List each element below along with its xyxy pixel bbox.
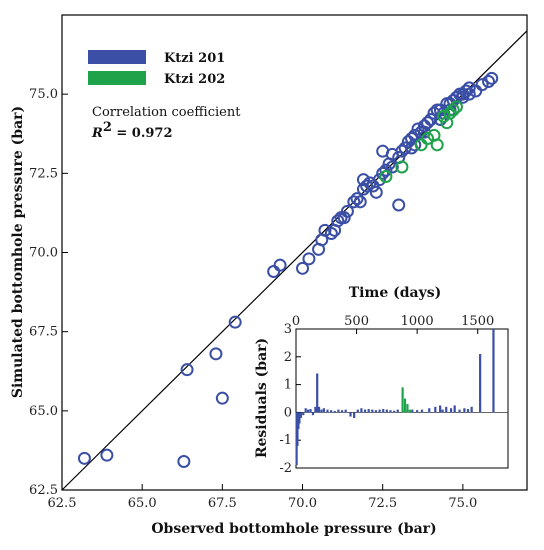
data-point-ktzi-201	[424, 113, 438, 126]
data-point-ktzi-201	[356, 173, 370, 187]
data-point-ktzi-201	[408, 138, 422, 152]
data-point-ktzi-201	[180, 363, 194, 377]
data-point-ktzi-201	[77, 451, 91, 465]
inset-x-tick-label: 1500	[461, 314, 494, 329]
data-point-ktzi-201	[100, 448, 114, 462]
inset-x-tick-label: 0	[292, 314, 300, 329]
x-tick-label: 67.5	[208, 496, 237, 511]
inset-y-tick-label: 3	[284, 322, 292, 337]
data-point-ktzi-201	[215, 391, 229, 405]
y-tick-label: 75.0	[29, 87, 58, 102]
data-point-ktzi-201	[331, 214, 345, 228]
inset-x-tick-label: 500	[344, 314, 369, 329]
main-scatter-plot: 62.5 65.0 67.5 70.0 72.5 75.0 62.5 65.0 67.5 70.0…	[29, 14, 528, 511]
inset-y-tick-label: 1	[284, 378, 292, 393]
y-axis-label: Simulated bottomhole pressure (bar)	[10, 106, 26, 398]
data-point-ktzi-201	[347, 195, 361, 209]
main-axis-ticks: 62.5 65.0 67.5 70.0 72.5 75.0 62.5 65.0 67.5 70.0…	[29, 87, 477, 511]
inset-residual-bars	[295, 329, 495, 466]
data-point-ktzi-201	[449, 90, 463, 104]
data-point-ktzi-201	[379, 163, 393, 177]
r2-symbol: R	[91, 126, 103, 141]
x-axis-label: Observed bottomhole pressure (bar)	[151, 521, 436, 537]
inset-x-tick-label: 1000	[401, 314, 434, 329]
data-point-ktzi-201	[456, 90, 470, 104]
data-point-ktzi-201	[324, 227, 338, 240]
x-tick-label: 70.0	[288, 496, 317, 511]
inset-x-axis-label: Time (days)	[349, 285, 441, 301]
data-point-ktzi-202	[437, 109, 451, 123]
correlation-annotation-title: Correlation coefficient	[92, 105, 241, 120]
data-point-ktzi-201	[369, 185, 383, 199]
data-point-ktzi-202	[446, 103, 460, 117]
x-tick-label: 75.0	[448, 496, 477, 511]
data-point-ktzi-201	[318, 223, 332, 237]
legend-swatch-ktzi-202	[88, 71, 146, 85]
data-point-ktzi-202	[395, 160, 409, 174]
legend: Ktzi 201 Ktzi 202	[88, 50, 225, 87]
data-point-ktzi-201	[433, 113, 447, 126]
y-tick-label: 67.5	[29, 325, 58, 340]
data-point-ktzi-201	[273, 258, 287, 272]
data-point-ktzi-201	[353, 195, 367, 209]
y-tick-label: 72.5	[29, 166, 58, 181]
data-point-ktzi-201	[376, 144, 390, 158]
data-point-ktzi-201	[462, 87, 476, 101]
inset-y-axis-label: Residuals (bar)	[254, 338, 270, 458]
data-point-ktzi-201	[462, 81, 476, 95]
data-point-ktzi-201	[405, 132, 419, 145]
legend-label-ktzi-202: Ktzi 202	[164, 72, 225, 87]
data-point-ktzi-201	[360, 179, 374, 193]
data-point-ktzi-201	[209, 347, 223, 361]
inset-y-tick-label: -1	[279, 433, 292, 448]
r2-value: = 0.972	[112, 126, 173, 141]
y-tick-label: 65.0	[29, 404, 58, 419]
data-point-ktzi-201	[376, 166, 390, 180]
data-point-ktzi-201	[485, 71, 499, 85]
r2-exponent: 2	[103, 120, 112, 135]
data-point-ktzi-201	[296, 261, 310, 275]
data-point-ktzi-201	[228, 315, 242, 329]
x-tick-label: 65.0	[128, 496, 157, 511]
inset-y-tick-label: -2	[279, 461, 292, 476]
data-point-ktzi-201	[482, 75, 496, 88]
data-point-ktzi-201	[385, 160, 399, 174]
data-point-ktzi-202	[379, 170, 393, 183]
data-point-ktzi-201	[337, 211, 351, 225]
data-point-ktzi-201	[302, 252, 316, 266]
legend-label-ktzi-201: Ktzi 201	[164, 51, 225, 66]
data-point-ktzi-201	[350, 192, 364, 206]
y-tick-label: 70.0	[29, 246, 58, 261]
x-tick-label: 72.5	[368, 496, 397, 511]
data-point-ktzi-202	[421, 132, 435, 145]
inset-y-tick-label: 0	[284, 405, 292, 420]
inset-y-tick-label: 2	[284, 350, 292, 365]
data-point-ktzi-201	[411, 122, 425, 136]
data-point-ktzi-201	[475, 78, 489, 92]
data-point-ktzi-201	[459, 84, 473, 98]
legend-swatch-ktzi-201	[88, 50, 146, 64]
data-point-ktzi-201	[372, 173, 386, 187]
data-point-ktzi-201	[340, 204, 354, 218]
main-data-points	[77, 71, 499, 468]
data-point-ktzi-202	[427, 128, 441, 142]
data-point-ktzi-201	[177, 455, 191, 468]
data-point-ktzi-202	[449, 100, 463, 114]
inset-residuals-plot: Time (days) Residuals (bar) 0 500 1000 1500…	[254, 285, 515, 483]
r2-annotation: R2 = 0.972	[91, 120, 173, 141]
data-point-ktzi-201	[392, 198, 406, 212]
y-tick-label: 62.5	[29, 483, 58, 498]
x-tick-label: 62.5	[48, 496, 77, 511]
